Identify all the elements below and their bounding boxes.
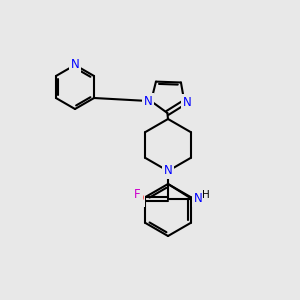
Text: N: N	[164, 164, 172, 178]
Text: N: N	[70, 58, 80, 71]
Text: N: N	[183, 96, 192, 109]
Text: F: F	[134, 188, 141, 202]
Text: N: N	[194, 193, 202, 206]
Text: O: O	[134, 193, 144, 206]
Text: N: N	[144, 95, 152, 108]
Text: H: H	[202, 190, 210, 200]
